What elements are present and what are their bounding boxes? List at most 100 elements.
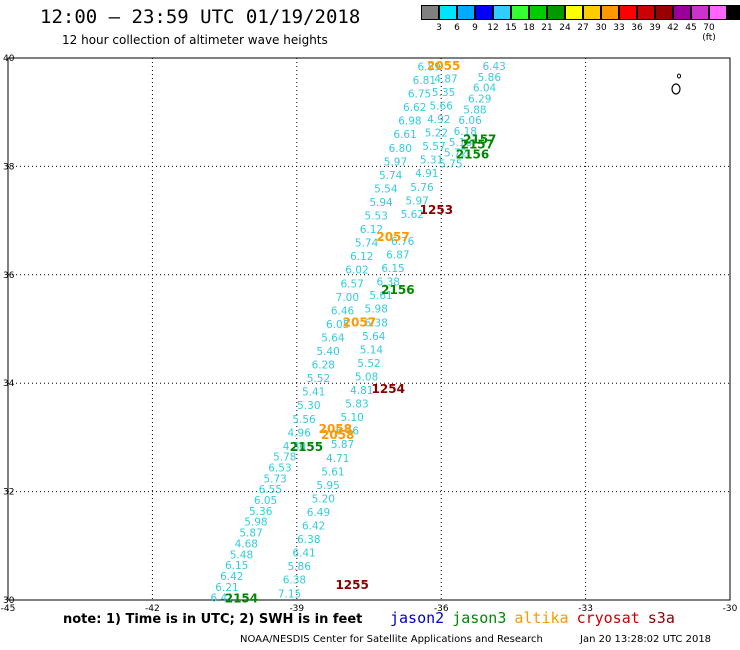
wave-height-label: 5.64 [362,331,386,343]
wave-height-label: 5.98 [365,304,388,316]
wave-height-label: 6.76 [391,236,415,248]
wave-height-label: 6.38 [365,317,388,329]
legend-cryosat: cryosat [576,609,640,627]
wave-height-label: 5.56 [292,414,316,426]
pass-time-label-altika: 2058 [321,428,354,442]
wave-height-label: 4.91 [415,168,438,180]
wave-height-label: 6.29 [468,93,491,105]
legend-s3a: s3a [647,609,675,627]
track-jason2: 6.435.866.046.295.886.066.185.165.725.75 [439,61,506,171]
wave-height-label: 6.06 [458,115,482,127]
scale-swatch [691,5,709,20]
wave-height-label: 4.71 [326,453,349,465]
scale-swatch [547,5,565,20]
legend-jason3: jason3 [452,609,507,627]
x-tick-label: -30 [723,604,738,614]
pass-time-label-altika: 2057 [343,315,376,329]
pass-time-label-altika: 2058 [319,422,352,436]
wave-height-label: 5.62 [401,209,424,221]
page-title: 12:00 – 23:59 UTC 01/19/2018 [40,6,361,28]
wave-height-label: 6.46 [331,305,355,317]
y-tick-label: 40 [3,54,15,64]
pass-time-label-cryosat: 1255 [335,578,368,592]
wave-height-label: 6.38 [377,277,400,289]
scale-label: 33 [613,23,625,33]
wave-height-label: 5.16 [449,137,473,149]
scale-swatch [439,5,457,20]
wave-height-label: 5.52 [357,358,380,370]
scale-swatch [709,5,727,20]
scale-swatch [529,5,547,20]
wave-height-label: 6.41 [210,593,233,605]
wave-height-label: 6.43 [482,61,505,73]
wave-height-label: 4.87 [434,73,457,85]
track-jason2: 4.875.355.664.925.225.575.314.915.765.97… [278,73,458,600]
island-outline-icon [671,73,681,95]
page-subtitle: 12 hour collection of altimeter wave hei… [62,33,328,47]
wave-height-label: 6.98 [398,116,421,128]
wave-height-label: 6.18 [454,126,477,138]
scale-swatch [601,5,619,20]
y-tick-label: 32 [3,488,14,498]
scale-swatch [583,5,601,20]
wave-height-label: 5.40 [316,346,339,358]
wave-height-label: 6.46 [336,426,360,438]
wave-height-label: 7.00 [336,292,359,304]
axis-ticks: -45 -42 -39 -36 -33 -30 40 38 36 34 32 30 [1,54,738,614]
scale-label: 15 [505,23,517,33]
pass-time-label-altika: 2057 [376,230,409,244]
wave-height-label: 5.41 [302,387,325,399]
wave-height-label: 6.28 [312,360,335,372]
wave-height-label: 5.08 [355,371,378,383]
wave-height-label: 6.38 [297,534,320,546]
scale-label: 45 [685,23,697,33]
wave-height-label: 7.15 [278,588,301,600]
wave-height-label: 5.35 [432,87,455,99]
pass-time-label-jason3: 2154 [225,592,258,606]
wave-height-label: 6.41 [292,548,315,560]
scale-swatch [655,5,673,20]
map-grid [7,57,731,601]
wave-height-label: 6.42 [302,521,325,533]
wave-height-label: 6.15 [225,560,248,572]
wave-height-label: 5.20 [312,493,335,505]
wave-height-label: 5.83 [345,399,368,411]
wave-height-label: 5.72 [444,148,467,160]
wave-height-tracks: 6.896.816.756.626.986.616.805.975.745.54… [210,61,505,605]
pass-time-label-jason3: 2157 [463,133,496,147]
wave-height-label: 5.95 [316,480,339,492]
wave-height-label: 6.57 [340,278,363,290]
wave-height-label: 5.86 [288,561,312,573]
wave-height-label: 5.10 [340,412,363,424]
wave-height-label: 5.86 [478,72,502,84]
scale-swatch [565,5,583,20]
y-tick-label: 38 [3,162,15,172]
wave-height-label: 5.30 [297,400,320,412]
scale-label: 9 [472,23,478,33]
scale-label: 42 [667,23,679,33]
wave-height-label: 6.49 [307,507,330,519]
wave-height-label: 5.97 [384,156,407,168]
scale-swatch [619,5,637,20]
wave-height-label: 5.64 [321,332,345,344]
satellite-legend: jason2 jason3 altika cryosat s3a [390,609,683,627]
y-tick-label: 30 [3,596,15,606]
wave-height-label: 5.97 [405,195,428,207]
wave-height-label: 6.42 [220,571,243,583]
scale-label: 21 [541,23,553,33]
wave-height-label: 5.94 [369,197,393,209]
wave-height-label: 6.21 [215,582,238,594]
wave-height-label: 6.15 [381,263,404,275]
wave-height-label: 4.96 [288,427,312,439]
wave-height-label: 4.68 [235,538,258,550]
wave-height-label: 5.66 [430,100,454,112]
wave-height-label: 5.52 [307,373,330,385]
scale-swatch [457,5,475,20]
wave-height-label: 6.61 [393,129,416,141]
scale-swatch [421,5,439,20]
wave-height-label: 6.04 [473,83,497,95]
pass-time-label-jason3: 2156 [456,147,489,161]
wave-height-label: 6.89 [417,61,440,73]
scale-label: 36 [631,23,643,33]
legend-altika: altika [514,609,569,627]
